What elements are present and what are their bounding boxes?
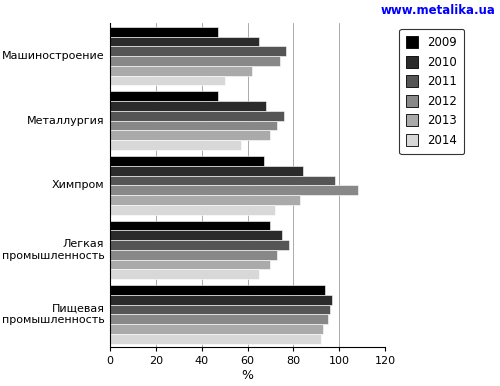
Text: www.metalika.ua: www.metalika.ua	[380, 4, 495, 17]
Bar	[110, 37, 259, 46]
Bar	[110, 230, 282, 240]
Bar	[110, 324, 323, 334]
Bar	[110, 156, 264, 166]
Bar	[110, 314, 328, 324]
Bar	[110, 334, 321, 344]
Bar	[110, 295, 332, 305]
X-axis label: %: %	[242, 369, 254, 382]
Bar	[110, 269, 259, 279]
Bar	[110, 220, 270, 230]
Bar	[110, 66, 252, 76]
Bar	[110, 111, 284, 121]
Bar	[110, 101, 266, 111]
Bar	[110, 121, 278, 130]
Bar	[110, 205, 275, 215]
Bar	[110, 176, 334, 185]
Legend: 2009, 2010, 2011, 2012, 2013, 2014: 2009, 2010, 2011, 2012, 2013, 2014	[399, 29, 464, 154]
Bar	[110, 76, 224, 85]
Bar	[110, 250, 278, 259]
Bar	[110, 305, 330, 314]
Bar	[110, 140, 240, 150]
Bar	[110, 27, 218, 37]
Bar	[110, 195, 300, 205]
Bar	[110, 130, 270, 140]
Bar	[110, 91, 218, 101]
Bar	[110, 240, 289, 250]
Bar	[110, 259, 270, 269]
Bar	[110, 285, 326, 295]
Bar	[110, 46, 286, 56]
Bar	[110, 166, 302, 176]
Bar	[110, 185, 358, 195]
Bar	[110, 56, 280, 66]
